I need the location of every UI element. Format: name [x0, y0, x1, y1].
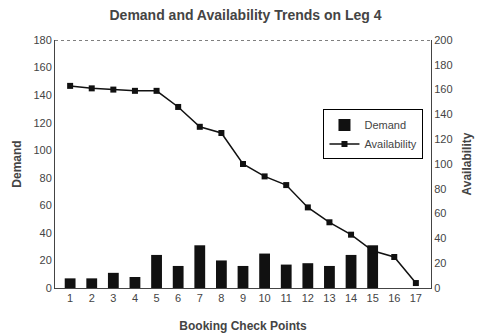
svg-text:40: 40 — [434, 232, 446, 244]
svg-text:0: 0 — [46, 282, 52, 294]
svg-text:2: 2 — [89, 292, 95, 304]
svg-text:1: 1 — [67, 292, 73, 304]
svg-text:200: 200 — [434, 34, 452, 46]
svg-text:20: 20 — [40, 254, 52, 266]
svg-text:100: 100 — [33, 144, 51, 156]
svg-text:80: 80 — [40, 172, 52, 184]
svg-text:0: 0 — [434, 282, 440, 294]
svg-text:10: 10 — [258, 292, 270, 304]
svg-text:20: 20 — [434, 257, 446, 269]
svg-text:3: 3 — [110, 292, 116, 304]
svg-text:11: 11 — [281, 292, 292, 304]
svg-text:160: 160 — [33, 61, 51, 73]
svg-text:120: 120 — [33, 117, 51, 129]
svg-text:Demand and Availability Trends: Demand and Availability Trends on Leg 4 — [109, 7, 381, 23]
svg-text:9: 9 — [240, 292, 246, 304]
svg-text:4: 4 — [132, 292, 138, 304]
svg-text:180: 180 — [434, 59, 452, 71]
svg-text:13: 13 — [323, 292, 335, 304]
svg-text:120: 120 — [434, 133, 452, 145]
svg-text:Availability: Availability — [460, 132, 474, 195]
svg-text:140: 140 — [33, 89, 51, 101]
svg-text:180: 180 — [33, 34, 51, 46]
svg-text:14: 14 — [345, 292, 357, 304]
svg-text:16: 16 — [388, 292, 400, 304]
svg-text:17: 17 — [410, 292, 422, 304]
svg-text:40: 40 — [40, 227, 52, 239]
svg-text:6: 6 — [175, 292, 181, 304]
svg-text:Demand: Demand — [364, 119, 406, 131]
svg-text:8: 8 — [218, 292, 224, 304]
svg-text:Availability: Availability — [364, 138, 416, 150]
svg-text:100: 100 — [434, 158, 452, 170]
svg-text:140: 140 — [434, 108, 452, 120]
svg-text:160: 160 — [434, 83, 452, 95]
svg-text:Booking Check Points: Booking Check Points — [179, 319, 307, 333]
svg-text:60: 60 — [434, 207, 446, 219]
svg-text:5: 5 — [153, 292, 159, 304]
svg-text:80: 80 — [434, 183, 446, 195]
svg-text:7: 7 — [197, 292, 203, 304]
svg-text:15: 15 — [367, 292, 379, 304]
svg-text:Demand: Demand — [10, 140, 24, 187]
svg-text:60: 60 — [40, 199, 52, 211]
svg-text:12: 12 — [302, 292, 314, 304]
